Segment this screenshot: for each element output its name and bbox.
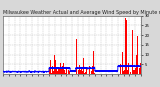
Text: Milwaukee Weather Actual and Average Wind Speed by Minute mph (Last 24 Hours): Milwaukee Weather Actual and Average Win… — [3, 10, 160, 15]
